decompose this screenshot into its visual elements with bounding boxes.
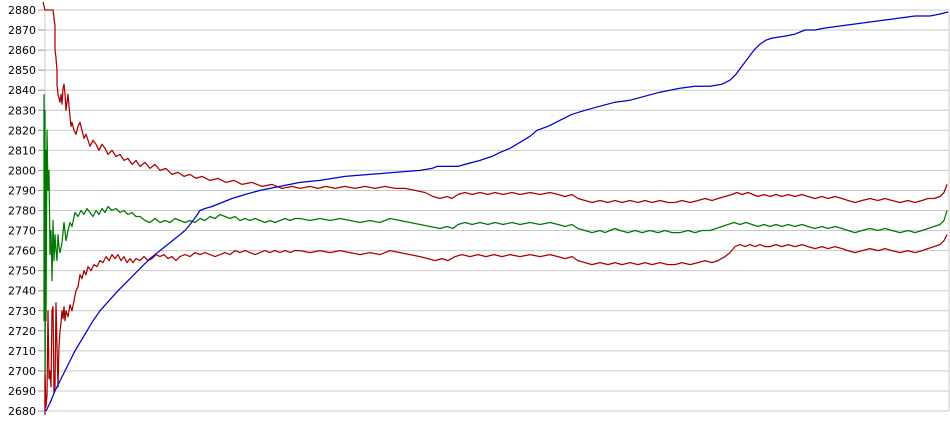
y-axis-label: 2740 (8, 285, 36, 298)
y-axis-label: 2680 (8, 405, 36, 418)
y-axis-label: 2690 (8, 385, 36, 398)
red-upper-band (42, 1, 948, 204)
y-axis-label: 2830 (8, 104, 36, 117)
y-axis-label: 2720 (8, 325, 36, 338)
y-axis-label: 2850 (8, 64, 36, 77)
y-axis-label: 2820 (8, 124, 36, 137)
y-axis-label: 2810 (8, 144, 36, 157)
y-axis-label: 2780 (8, 205, 36, 218)
y-axis-label: 2840 (8, 84, 36, 97)
y-axis-label: 2700 (8, 365, 36, 378)
red-lower-band (44, 234, 948, 415)
y-axis-label: 2770 (8, 225, 36, 238)
y-axis-label: 2760 (8, 245, 36, 258)
y-axis-label: 2710 (8, 345, 36, 358)
blue-cumulative-line (45, 11, 949, 412)
y-axis-label: 2870 (8, 24, 36, 37)
green-middle-line (43, 94, 948, 412)
y-axis-label: 2880 (8, 4, 36, 17)
y-axis-label: 2860 (8, 44, 36, 57)
y-axis-label: 2800 (8, 164, 36, 177)
y-axis-label: 2790 (8, 184, 36, 197)
y-axis-label: 2730 (8, 305, 36, 318)
y-axis-label: 2750 (8, 265, 36, 278)
